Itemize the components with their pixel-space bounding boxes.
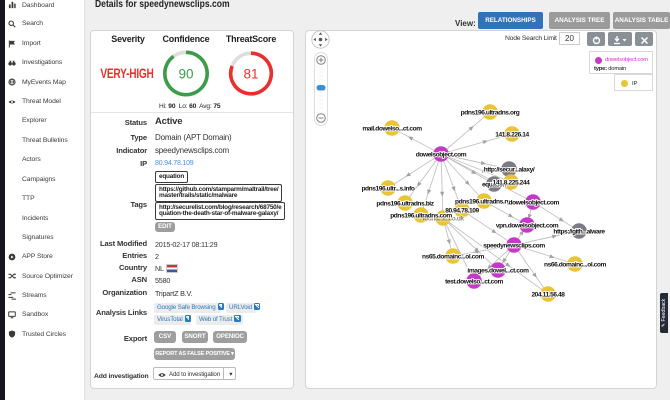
svg-text:204.11.56.48: 204.11.56.48 — [531, 291, 565, 298]
svg-text:ns65.domainc...ol.com: ns65.domainc...ol.com — [422, 253, 484, 260]
svg-text:pdns196.ultradns.net: pdns196.ultradns.net — [455, 198, 514, 205]
svg-text:test.dowelso...ct.com: test.dowelso...ct.com — [445, 278, 503, 285]
svg-text:found...i...co.uk: found...i...co.uk — [422, 215, 464, 222]
svg-text:141.8.226.14: 141.8.226.14 — [495, 131, 529, 138]
svg-text:ns66.domainc...ol.com: ns66.domainc...ol.com — [544, 261, 606, 268]
svg-text:equation: equation — [482, 181, 507, 188]
svg-text:90: 90 — [178, 67, 193, 82]
svg-text:dowelsobject.com: dowelsobject.com — [416, 151, 467, 158]
svg-text:pdns196.ultradns.com: pdns196.ultradns.com — [390, 212, 452, 219]
svg-text:.dowelsobject.com: .dowelsobject.com — [507, 199, 559, 206]
svg-text:https://gith...alware: https://gith...alware — [553, 228, 605, 235]
svg-text:80.94.78.109: 80.94.78.109 — [445, 207, 479, 214]
svg-text:speedynewsclips.com: speedynewsclips.com — [483, 242, 545, 249]
svg-text:141.8.225.244: 141.8.225.244 — [493, 179, 530, 186]
svg-text:http://secur...alaxy/: http://secur...alaxy/ — [484, 166, 535, 173]
svg-text:images.dowel...ct.com: images.dowel...ct.com — [467, 267, 529, 274]
svg-text:pdns196.ultr...s.info: pdns196.ultr...s.info — [361, 185, 414, 192]
svg-text:mail.dowelso...ct.com: mail.dowelso...ct.com — [362, 125, 422, 132]
svg-text:vpn.dowelsobject.com: vpn.dowelsobject.com — [496, 222, 559, 229]
svg-text:81: 81 — [243, 67, 258, 82]
svg-text:pdns196.ultradns.biz: pdns196.ultradns.biz — [376, 200, 434, 207]
svg-text:pdns196.ultradns.org: pdns196.ultradns.org — [461, 109, 520, 116]
